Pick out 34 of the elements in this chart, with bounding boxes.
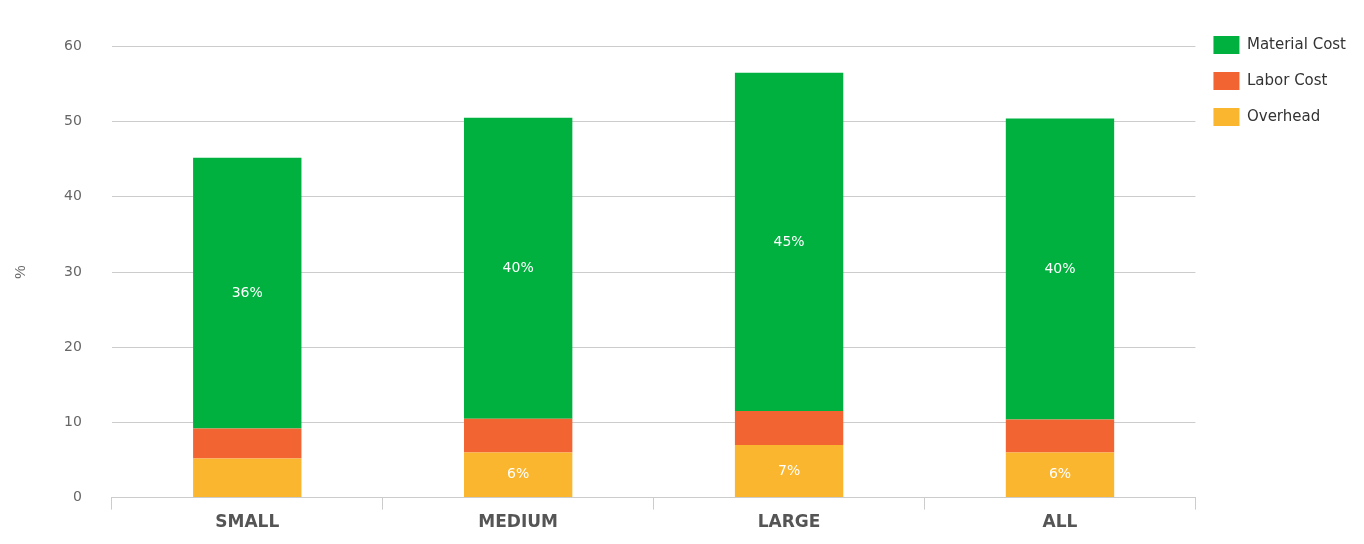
data-label: 45%	[773, 232, 805, 249]
y-tick-label: 60	[63, 37, 82, 54]
y-axis-title: %	[11, 265, 29, 279]
data-label: 36%	[231, 283, 263, 300]
bar	[734, 444, 844, 498]
legend-label: Material Cost	[1246, 34, 1347, 53]
x-tick-label: MEDIUM	[478, 511, 559, 532]
y-tick-label: 50	[63, 112, 82, 129]
x-tick-label: ALL	[1042, 511, 1078, 532]
bar	[1005, 419, 1115, 453]
data-label: 40%	[1044, 259, 1076, 276]
bar	[193, 157, 302, 429]
bar	[734, 411, 844, 445]
bar	[1005, 452, 1115, 498]
bar	[464, 418, 573, 453]
bar	[1005, 118, 1115, 420]
bar	[734, 72, 844, 412]
legend-label: Labor Cost	[1246, 70, 1328, 89]
y-tick-label: 30	[63, 262, 82, 279]
data-label: 6%	[1048, 465, 1072, 482]
data-label: 40%	[502, 258, 534, 275]
x-tick-label: SMALL	[215, 511, 280, 532]
data-label: 6%	[507, 465, 530, 482]
data-label: 7%	[777, 461, 801, 478]
y-tick-label: 20	[63, 337, 82, 354]
bar	[193, 458, 302, 498]
legend-label: Overhead	[1246, 106, 1321, 125]
y-tick-label: 0	[72, 488, 82, 505]
bar	[464, 452, 573, 498]
y-tick-label: 40	[63, 187, 82, 204]
x-tick-label: LARGE	[757, 511, 821, 532]
bar	[193, 428, 302, 459]
bar	[464, 117, 573, 419]
y-tick-label: 10	[63, 413, 82, 430]
